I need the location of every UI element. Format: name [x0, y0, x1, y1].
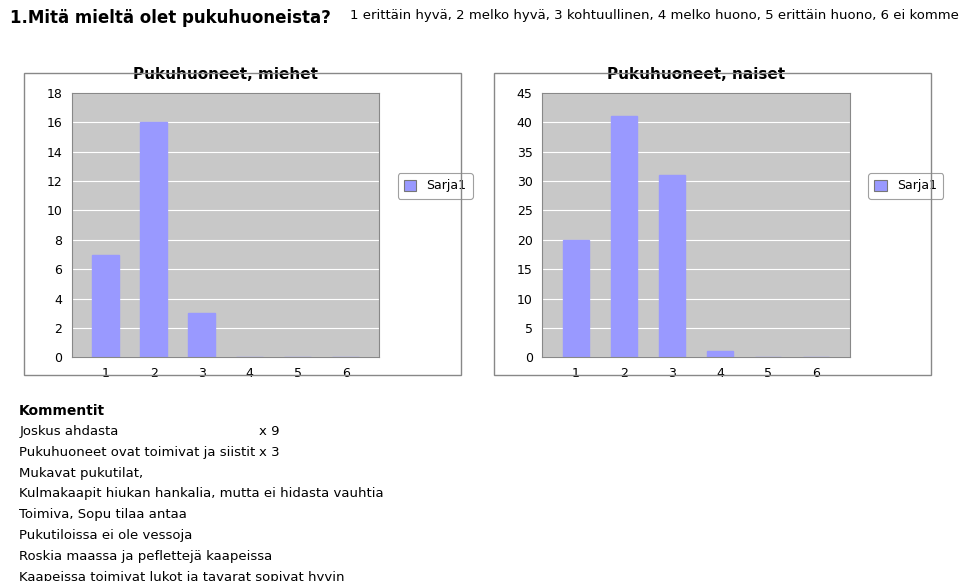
Bar [563, 240, 589, 357]
Bar [707, 352, 733, 357]
Text: 1.Mitä mieltä olet pukuhuoneista?: 1.Mitä mieltä olet pukuhuoneista? [10, 9, 330, 27]
Title: Pukuhuoneet, miehet: Pukuhuoneet, miehet [133, 67, 318, 82]
Text: Mukavat pukutilat,: Mukavat pukutilat, [19, 467, 143, 479]
Text: Kommentit: Kommentit [19, 404, 106, 418]
Bar [92, 254, 119, 357]
Bar [611, 116, 637, 357]
Text: Pukuhuoneet ovat toimivat ja siistit: Pukuhuoneet ovat toimivat ja siistit [19, 446, 255, 458]
Text: x 3: x 3 [259, 446, 279, 458]
Text: Joskus ahdasta: Joskus ahdasta [19, 425, 119, 437]
Text: Kaapeissa toimivat lukot ja tavarat sopivat hyvin: Kaapeissa toimivat lukot ja tavarat sopi… [19, 571, 345, 581]
Bar [188, 313, 215, 357]
Text: Roskia maassa ja peflettejä kaapeissa: Roskia maassa ja peflettejä kaapeissa [19, 550, 273, 563]
Title: Pukuhuoneet, naiset: Pukuhuoneet, naiset [607, 67, 785, 82]
Text: Pukutiloissa ei ole vessoja: Pukutiloissa ei ole vessoja [19, 529, 193, 542]
Bar [659, 175, 685, 357]
Legend: Sarja1: Sarja1 [397, 173, 472, 199]
Legend: Sarja1: Sarja1 [868, 173, 943, 199]
Text: Toimiva, Sopu tilaa antaa: Toimiva, Sopu tilaa antaa [19, 508, 187, 521]
Text: Kulmakaapit hiukan hankalia, mutta ei hidasta vauhtia: Kulmakaapit hiukan hankalia, mutta ei hi… [19, 487, 384, 500]
Text: 1 erittäin hyvä, 2 melko hyvä, 3 kohtuullinen, 4 melko huono, 5 erittäin huono, : 1 erittäin hyvä, 2 melko hyvä, 3 kohtuul… [350, 9, 960, 21]
Bar [140, 123, 167, 357]
Text: x 9: x 9 [259, 425, 279, 437]
